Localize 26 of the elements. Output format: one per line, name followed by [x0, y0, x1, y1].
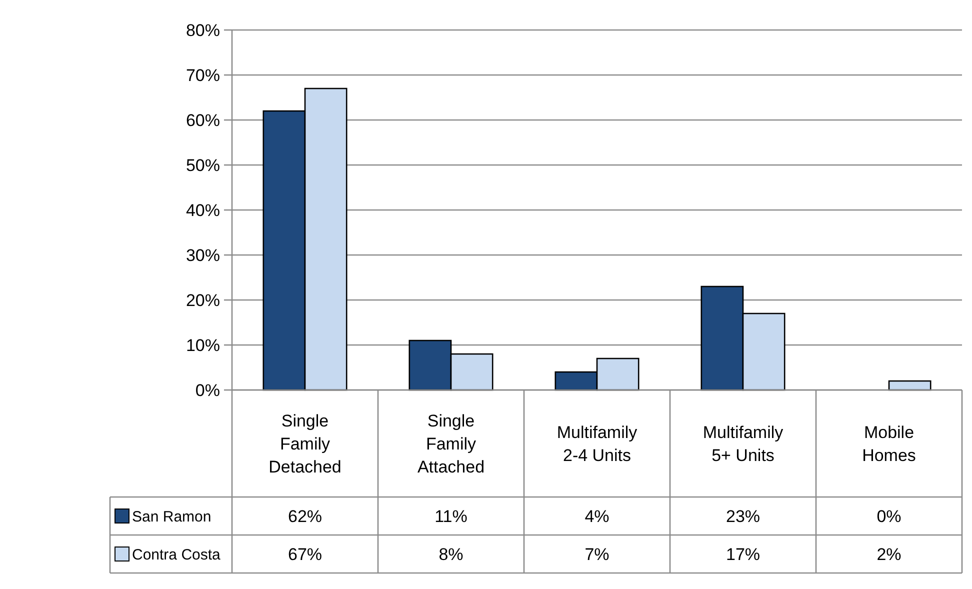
y-tick-label: 20% — [186, 290, 220, 310]
legend-label: Contra Costa — [132, 546, 222, 564]
data-label: 67% — [288, 544, 322, 564]
x-tick-label: Multifamily 2-4 Units — [556, 422, 638, 465]
data-label: 7% — [584, 544, 610, 564]
data-label: 17% — [726, 544, 760, 564]
y-tick-label: 0% — [195, 380, 220, 400]
y-tick-label: 70% — [186, 66, 220, 85]
x-tick-label: Single Family Detached — [268, 411, 342, 476]
y-tick-label: 10% — [186, 336, 220, 355]
x-tick-label: Mobile Homes — [862, 422, 916, 465]
data-label: 4% — [584, 506, 610, 526]
x-tick-label: Single Family Attached — [417, 411, 485, 476]
y-tick-label: 40% — [186, 200, 220, 220]
data-label: 2% — [876, 544, 902, 564]
y-tick-label: 80% — [186, 20, 220, 40]
y-tick-label: 30% — [186, 246, 220, 265]
data-label: 8% — [438, 544, 464, 564]
data-label: 0% — [876, 506, 902, 526]
data-label: 62% — [288, 506, 322, 526]
legend-label: San Ramon — [132, 508, 212, 526]
data-label: 23% — [726, 506, 760, 526]
x-tick-label: Multifamily 5+ Units — [702, 422, 784, 465]
data-label: 11% — [434, 506, 468, 526]
y-tick-label: 60% — [186, 110, 220, 130]
y-tick-label: 50% — [186, 156, 220, 175]
